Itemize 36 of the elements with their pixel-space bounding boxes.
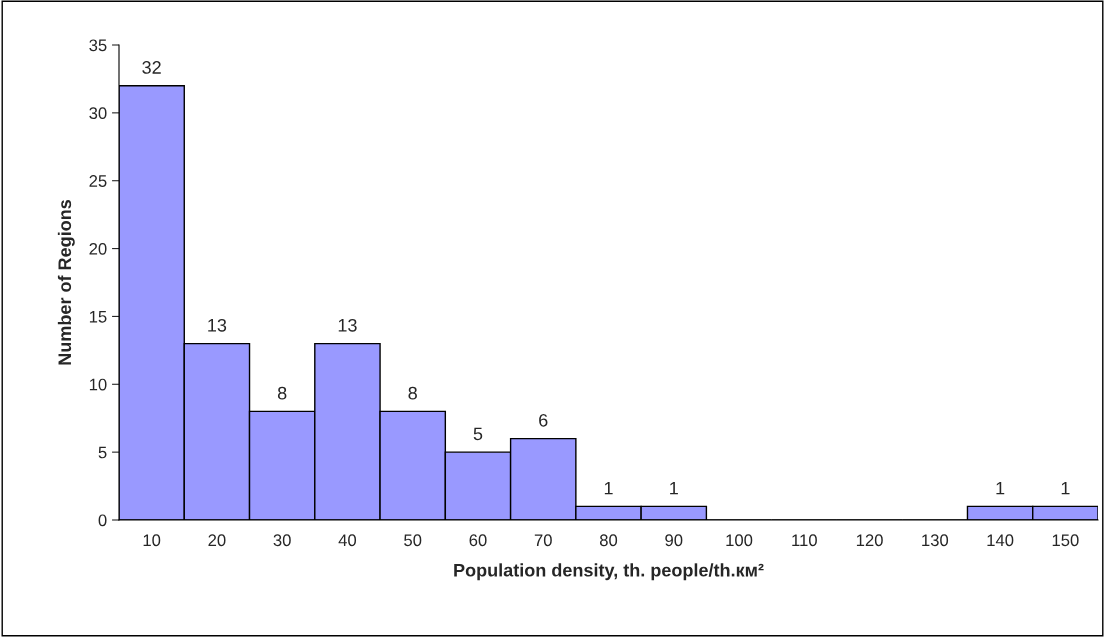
x-tick-label: 90 (665, 534, 683, 547)
x-tick-label: 40 (338, 534, 357, 547)
x-tick-label: 120 (856, 534, 883, 547)
y-tick-label: 30 (89, 107, 107, 120)
data-label: 1 (604, 481, 613, 495)
x-tick-label: 80 (599, 534, 618, 547)
data-label: 13 (338, 318, 357, 332)
y-tick-label: 5 (98, 446, 107, 459)
data-label: 5 (473, 427, 483, 441)
data-label: 1 (996, 481, 1005, 495)
y-axis-title: Number of Regions (57, 199, 75, 365)
y-tick-label: 35 (89, 39, 107, 52)
x-tick-label: 100 (726, 534, 753, 547)
x-axis-title: Population density, th. people/th.км² (454, 563, 764, 581)
x-tick-label: 50 (404, 534, 422, 547)
x-tick-label: 60 (469, 534, 487, 547)
data-label: 32 (142, 61, 161, 74)
y-tick-label: 10 (89, 378, 107, 391)
x-tick-label: 70 (534, 534, 552, 547)
y-tick-label: 25 (89, 175, 107, 187)
x-tick-label: 130 (922, 534, 949, 547)
y-tick-label: 15 (89, 311, 107, 323)
x-tick-label: 150 (1052, 534, 1079, 547)
y-tick-label: 0 (98, 514, 107, 527)
data-label: 1 (670, 481, 678, 495)
data-label: 8 (277, 386, 287, 400)
x-tick-label: 110 (792, 534, 817, 547)
x-tick-label: 10 (143, 534, 161, 547)
y-tick-label: 20 (89, 242, 107, 255)
x-tick-label: 140 (987, 534, 1014, 547)
data-label: 8 (408, 386, 417, 400)
x-tick-label: 20 (208, 534, 226, 547)
data-label: 13 (208, 318, 227, 332)
x-tick-label: 30 (273, 534, 291, 547)
data-label: 6 (539, 413, 548, 427)
data-label: 1 (1061, 481, 1070, 495)
